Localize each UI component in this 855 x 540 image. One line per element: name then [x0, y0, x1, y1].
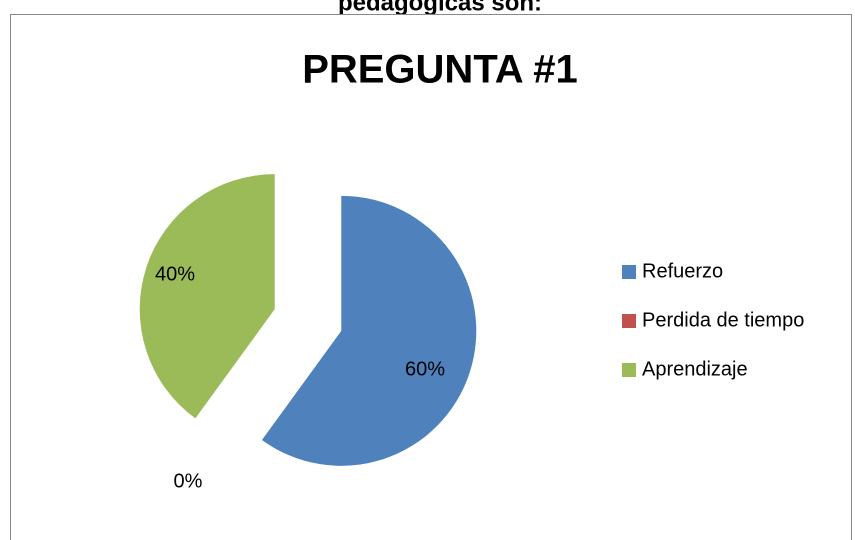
data-label: 60% [405, 358, 445, 380]
legend-swatch [622, 265, 636, 279]
legend-label: Aprendizaje [642, 358, 748, 380]
data-label: 40% [155, 263, 195, 285]
data-label: 0% [174, 470, 203, 492]
chart-title: PREGUNTA #1 [302, 48, 578, 92]
legend-swatch [622, 363, 636, 377]
caption: pedagógicas son: [338, 0, 542, 16]
legend-swatch [622, 314, 636, 328]
legend-label: Perdida de tiempo [642, 309, 804, 331]
pie-slice [139, 174, 275, 419]
legend-label: Refuerzo [642, 260, 723, 282]
pie-slice [261, 195, 477, 466]
